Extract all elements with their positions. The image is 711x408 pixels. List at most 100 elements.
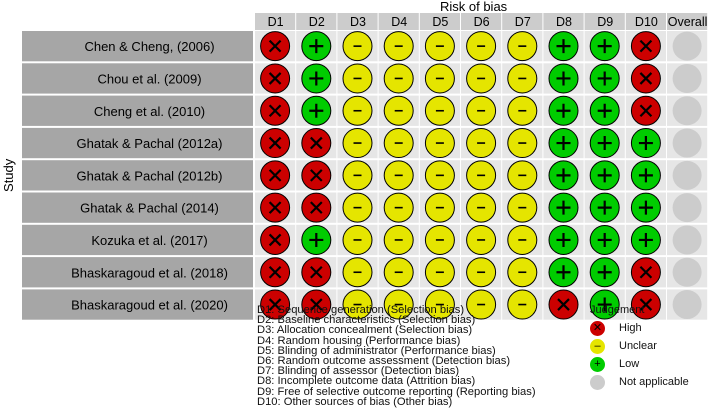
domain-legend-item: D8: Incomplete outcome data (Attrition b… xyxy=(257,375,476,388)
column-header-bg xyxy=(461,13,502,30)
column-header-d8: D8 xyxy=(556,15,572,29)
x-icon xyxy=(268,72,282,85)
study-label: Cheng et al. (2010) xyxy=(94,104,205,119)
plus-icon xyxy=(309,232,324,247)
x-icon xyxy=(310,298,323,311)
plus-icon xyxy=(597,71,612,86)
column-header-bg xyxy=(667,13,708,30)
plus-icon xyxy=(597,136,612,151)
judgement-point xyxy=(672,128,702,158)
x-icon xyxy=(268,298,282,311)
study-label: Ghatak & Pachal (2012b) xyxy=(77,168,223,183)
column-header-d4: D4 xyxy=(391,15,407,29)
study-label-bg xyxy=(22,289,253,320)
domain-legend-item: D3: Allocation concealment (Selection bi… xyxy=(257,324,473,337)
study-label: Bhaskaragoud et al. (2020) xyxy=(71,298,228,313)
column-header-bg xyxy=(543,13,584,30)
plus-icon xyxy=(597,103,612,118)
judgement-legend-label: Unclear xyxy=(619,340,657,352)
y-axis-label: Study xyxy=(1,158,16,192)
plus-icon xyxy=(556,71,571,86)
judgement-point xyxy=(672,160,702,190)
study-label: Chou et al. (2009) xyxy=(97,71,201,86)
study-label-bg xyxy=(22,63,253,94)
domain-legend-item: D5: Blinding of administrator (Performan… xyxy=(257,344,496,357)
column-header-bg xyxy=(625,13,666,30)
x-icon xyxy=(310,169,323,182)
judgement-legend-label: Not applicable xyxy=(619,376,689,388)
x-icon xyxy=(639,72,653,85)
column-header-d7: D7 xyxy=(515,15,531,29)
plus-icon xyxy=(597,265,612,280)
plus-icon xyxy=(638,136,653,151)
x-icon xyxy=(557,298,570,311)
plus-icon xyxy=(597,39,612,54)
column-header-d10: D10 xyxy=(635,15,658,29)
column-header-d3: D3 xyxy=(350,15,366,29)
x-icon xyxy=(639,104,653,118)
judgement-point xyxy=(672,96,702,126)
column-header-d9: D9 xyxy=(597,15,613,29)
domain-legend-item: D7: Blinding of assessor (Detection bias… xyxy=(257,365,460,378)
plus-icon xyxy=(556,168,571,183)
judgement-legend-title: Judgement xyxy=(590,304,645,316)
study-label: Ghatak & Pachal (2012a) xyxy=(77,136,223,151)
plus-icon xyxy=(638,232,653,247)
column-header-d5: D5 xyxy=(432,15,448,29)
x-icon xyxy=(268,136,282,150)
judgement-legend: Judgement ✕ High – Unclear + Low Not applicabl… xyxy=(585,304,711,404)
minus-icon: – xyxy=(590,339,605,354)
plus-icon: + xyxy=(590,357,605,372)
domain-legend-item: D4: Random housing (Performance bias) xyxy=(257,334,461,347)
plus-icon xyxy=(309,39,324,54)
x-icon: ✕ xyxy=(590,321,605,336)
column-header-overall: Overall xyxy=(668,15,708,29)
chart-title: Risk of bias xyxy=(440,0,508,14)
plus-icon xyxy=(597,297,612,312)
study-label-bg xyxy=(22,224,253,256)
judgement-legend-label: Low xyxy=(619,358,640,370)
x-icon xyxy=(268,39,282,53)
x-icon xyxy=(268,201,282,214)
domain-legend-item: D10: Other sources of bias (Other bias) xyxy=(257,395,453,408)
plus-icon xyxy=(638,168,653,183)
column-header-bg xyxy=(419,13,460,30)
x-icon xyxy=(268,169,282,182)
judgement-point xyxy=(672,31,702,61)
column-header-bg xyxy=(296,13,337,30)
judgement-point xyxy=(672,225,702,255)
column-header-bg xyxy=(378,13,419,30)
column-header-bg xyxy=(337,13,378,30)
plus-icon xyxy=(556,103,571,118)
plus-icon xyxy=(597,232,612,247)
plus-icon xyxy=(556,265,571,280)
study-label: Chen & Cheng, (2006) xyxy=(84,39,214,54)
plus-icon xyxy=(556,136,571,151)
judgement-point xyxy=(672,290,702,320)
study-label-bg xyxy=(22,127,253,159)
x-icon xyxy=(639,265,653,279)
column-header-bg xyxy=(502,13,543,30)
judgement-point xyxy=(672,63,702,93)
judgement-point xyxy=(672,193,702,223)
study-label-bg xyxy=(22,257,253,288)
plus-icon xyxy=(638,200,653,215)
x-icon xyxy=(268,233,282,247)
judgement-legend-label: High xyxy=(619,322,642,334)
plus-icon xyxy=(556,232,571,247)
column-header-d1: D1 xyxy=(268,15,284,29)
domain-legend-item: D2: Baseline characteristics (Selection … xyxy=(257,314,476,327)
plus-icon xyxy=(597,200,612,215)
domain-legend-item: D6: Random outcome assessment (Detection… xyxy=(257,355,511,367)
x-icon xyxy=(268,104,282,118)
domain-legend-item: D9: Free of selective outcome reporting … xyxy=(257,385,536,398)
column-header-d6: D6 xyxy=(474,15,490,29)
study-label-bg xyxy=(22,95,253,126)
study-label-bg xyxy=(22,160,253,191)
study-label: Bhaskaragoud et al. (2018) xyxy=(71,265,228,280)
column-header-bg xyxy=(255,13,296,30)
column-header-bg xyxy=(584,13,625,30)
column-header-d2: D2 xyxy=(309,15,325,29)
x-icon xyxy=(310,136,323,150)
